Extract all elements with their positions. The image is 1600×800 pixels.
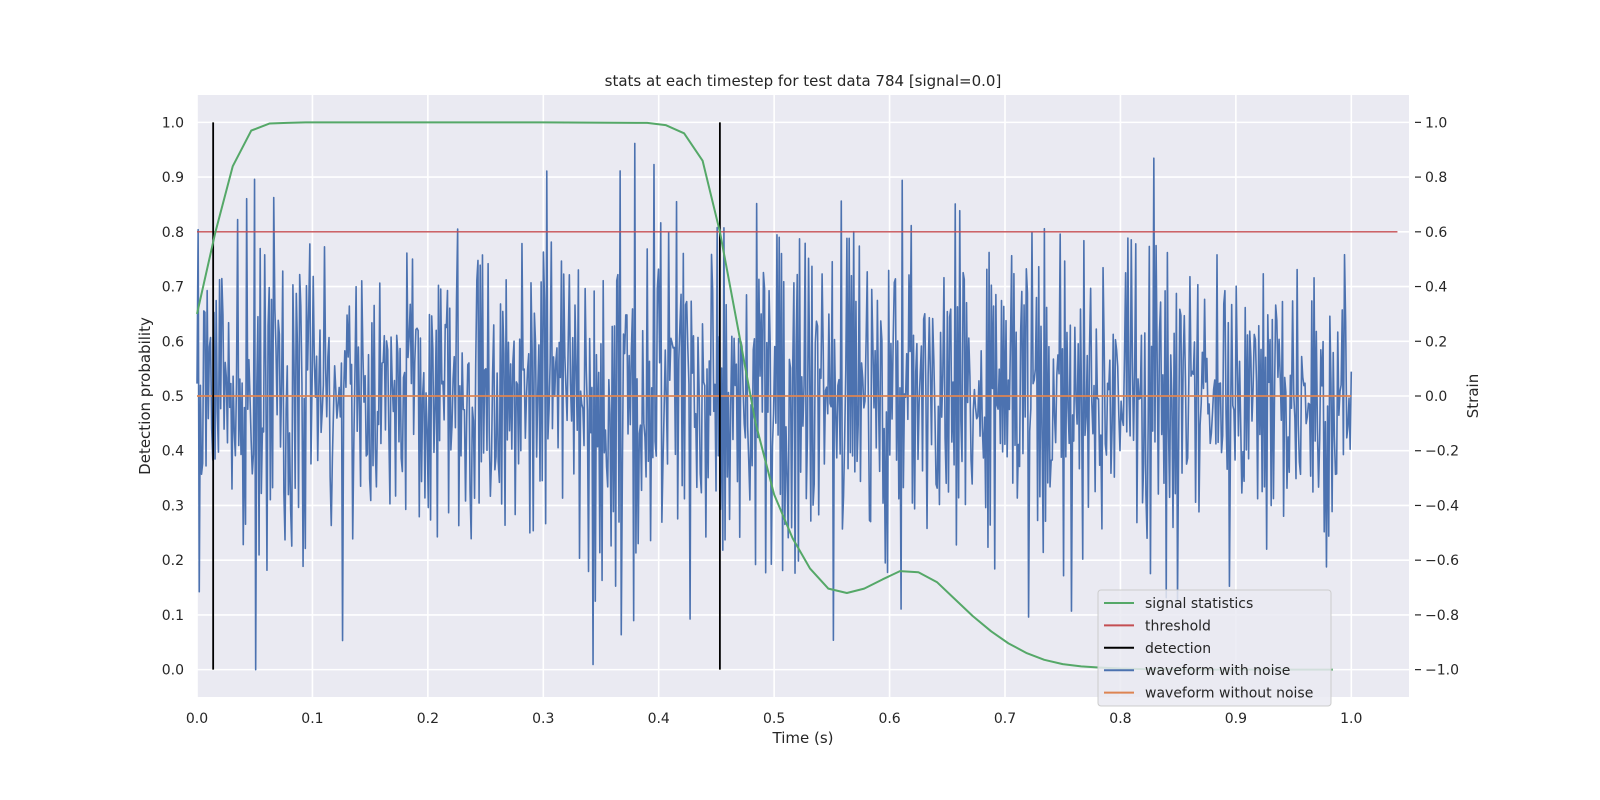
detection-lines: [212, 122, 721, 670]
y-left-tick-label: 1.0: [162, 115, 184, 131]
y-left-tick-label: 0.1: [162, 608, 184, 624]
waveform-with-noise-line: [196, 142, 1353, 671]
y-left-tick-label: 0.3: [162, 498, 184, 514]
chart-title: stats at each timestep for test data 784…: [605, 72, 1002, 90]
y-left-tick-label: 0.9: [162, 170, 184, 186]
y-left-tick-label: 0.4: [162, 444, 184, 460]
y-right-axis-label: Strain: [1464, 374, 1482, 418]
x-tick-label: 0.5: [763, 711, 785, 727]
y-right-tick-label: 0.2: [1425, 334, 1447, 350]
y-right-axis-ticks: −1.0 −0.8 −0.6 −0.4 −0.2 0.0 0.2 0.4 0.6 0.8 1.0: [1415, 115, 1459, 679]
waveform-with-noise: [196, 142, 1353, 671]
x-tick-label: 0.2: [417, 711, 439, 727]
x-axis-ticks: 0.0 0.1 0.2 0.3 0.4 0.5 0.6 0.7 0.8 0.9 1.0: [186, 711, 1363, 727]
x-tick-label: 0.1: [301, 711, 323, 727]
x-tick-label: 0.0: [186, 711, 208, 727]
legend-box: [1097, 589, 1332, 707]
legend-label: waveform with noise: [1145, 663, 1290, 679]
y-right-tick-label: −0.4: [1425, 498, 1459, 514]
legend: signal statistics threshold detection wavef…: [1097, 589, 1332, 707]
x-tick-label: 1.0: [1340, 711, 1362, 727]
x-tick-label: 0.3: [532, 711, 554, 727]
y-right-tick-label: −1.0: [1425, 663, 1459, 679]
x-tick-label: 0.4: [648, 711, 670, 727]
legend-label: waveform without noise: [1145, 686, 1313, 702]
y-right-tick-label: −0.6: [1425, 553, 1459, 569]
legend-label: detection: [1145, 641, 1211, 657]
y-left-tick-label: 0.6: [162, 334, 184, 350]
y-left-axis-ticks: 0.0 0.1 0.2 0.3 0.4 0.5 0.6 0.7 0.8 0.9 1.0: [162, 115, 184, 678]
legend-label: signal statistics: [1145, 596, 1253, 612]
y-right-tick-label: −0.2: [1425, 444, 1459, 460]
x-tick-label: 0.9: [1225, 711, 1247, 727]
x-tick-label: 0.6: [878, 711, 900, 727]
y-left-axis-label: Detection probability: [136, 317, 154, 475]
y-right-tick-label: 0.0: [1425, 389, 1447, 405]
y-left-tick-label: 0.8: [162, 225, 184, 241]
x-axis-label: Time (s): [772, 729, 834, 747]
y-left-tick-label: 0.0: [162, 663, 184, 679]
x-tick-label: 0.8: [1109, 711, 1131, 727]
legend-label: threshold: [1145, 618, 1211, 634]
y-right-tick-label: −0.8: [1425, 608, 1459, 624]
y-right-tick-label: 1.0: [1425, 115, 1447, 131]
y-right-tick-label: 0.8: [1425, 170, 1447, 186]
y-right-tick-label: 0.4: [1425, 280, 1447, 296]
y-left-tick-label: 0.2: [162, 553, 184, 569]
y-left-tick-label: 0.7: [162, 280, 184, 296]
y-left-tick-label: 0.5: [162, 389, 184, 405]
x-tick-label: 0.7: [994, 711, 1016, 727]
y-right-tick-label: 0.6: [1425, 225, 1447, 241]
